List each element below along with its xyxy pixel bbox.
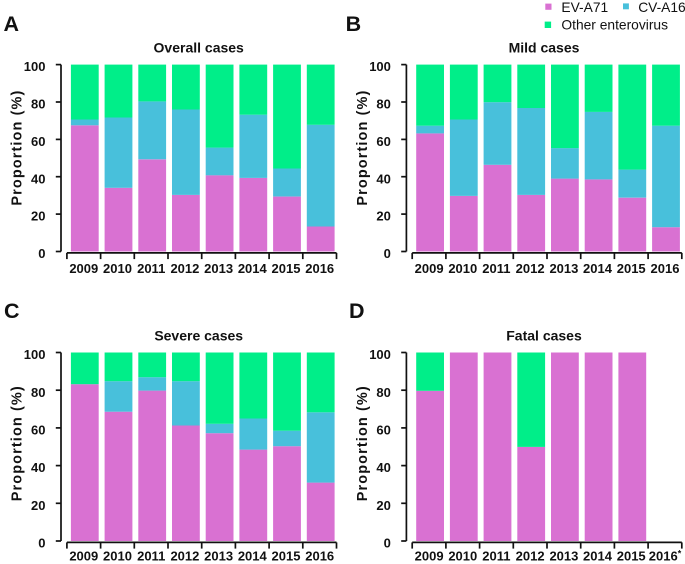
svg-text:40: 40 (376, 460, 390, 475)
svg-text:2014: 2014 (583, 261, 613, 276)
svg-text:0: 0 (384, 536, 391, 551)
svg-text:2010: 2010 (448, 549, 477, 564)
svg-text:2012: 2012 (170, 261, 199, 276)
svg-text:40: 40 (31, 460, 45, 475)
svg-text:2009: 2009 (69, 261, 98, 276)
svg-text:2013: 2013 (204, 261, 233, 276)
svg-text:2010: 2010 (103, 549, 132, 564)
svg-text:2016: 2016 (305, 261, 334, 276)
svg-text:Fatal cases: Fatal cases (506, 327, 582, 343)
svg-text:60: 60 (376, 134, 390, 149)
svg-text:0: 0 (38, 246, 45, 261)
svg-text:80: 80 (376, 385, 390, 400)
svg-text:80: 80 (31, 97, 45, 112)
svg-text:100: 100 (369, 347, 391, 362)
svg-text:2015: 2015 (617, 261, 646, 276)
svg-text:60: 60 (31, 423, 45, 438)
svg-text:2013: 2013 (204, 549, 233, 564)
svg-text:Overall cases: Overall cases (154, 39, 245, 55)
svg-text:2016: 2016 (651, 261, 680, 276)
svg-text:Proportion (%): Proportion (%) (10, 385, 26, 501)
svg-text:A: A (4, 12, 20, 36)
svg-text:2015: 2015 (617, 549, 646, 564)
svg-text:2009: 2009 (69, 549, 98, 564)
svg-text:2012: 2012 (516, 261, 545, 276)
svg-text:20: 20 (31, 209, 45, 224)
svg-text:Proportion (%): Proportion (%) (10, 90, 26, 206)
svg-text:100: 100 (24, 347, 46, 362)
svg-text:2009: 2009 (415, 261, 444, 276)
svg-text:60: 60 (31, 134, 45, 149)
svg-text:2014: 2014 (238, 261, 268, 276)
svg-text:2011: 2011 (482, 261, 510, 276)
svg-text:C: C (4, 299, 20, 323)
svg-text:2011: 2011 (137, 261, 165, 276)
svg-text:80: 80 (376, 97, 390, 112)
svg-text:2009: 2009 (415, 549, 444, 564)
svg-text:2011: 2011 (137, 549, 165, 564)
svg-text:D: D (349, 299, 365, 323)
svg-text:2012: 2012 (516, 549, 545, 564)
svg-text:Other enterovirus: Other enterovirus (561, 18, 668, 33)
svg-text:2013: 2013 (549, 261, 578, 276)
svg-text:2014: 2014 (238, 549, 268, 564)
svg-text:Proportion (%): Proportion (%) (355, 90, 371, 206)
svg-text:2011: 2011 (482, 549, 510, 564)
svg-text:Severe cases: Severe cases (154, 327, 243, 343)
svg-text:B: B (346, 12, 362, 36)
svg-text:Proportion (%): Proportion (%) (355, 385, 371, 501)
svg-text:2010: 2010 (103, 261, 132, 276)
svg-text:2015: 2015 (272, 549, 301, 564)
svg-text:0: 0 (38, 536, 45, 551)
svg-text:40: 40 (376, 171, 390, 186)
svg-text:60: 60 (376, 423, 390, 438)
svg-text:0: 0 (384, 246, 391, 261)
svg-text:2016: 2016 (305, 549, 334, 564)
svg-text:20: 20 (31, 498, 45, 513)
svg-text:100: 100 (24, 59, 46, 74)
svg-text:2014: 2014 (583, 549, 613, 564)
svg-text:40: 40 (31, 171, 45, 186)
svg-text:2016*: 2016* (649, 549, 682, 564)
svg-text:2015: 2015 (272, 261, 301, 276)
svg-text:2012: 2012 (170, 549, 199, 564)
svg-text:80: 80 (31, 385, 45, 400)
svg-text:2010: 2010 (448, 261, 477, 276)
svg-text:EV-A71: EV-A71 (561, 0, 608, 15)
svg-text:2013: 2013 (549, 549, 578, 564)
svg-text:Mild cases: Mild cases (509, 39, 580, 55)
svg-text:100: 100 (369, 59, 391, 74)
svg-text:20: 20 (376, 209, 390, 224)
svg-text:CV-A16: CV-A16 (638, 0, 685, 15)
svg-text:20: 20 (376, 498, 390, 513)
